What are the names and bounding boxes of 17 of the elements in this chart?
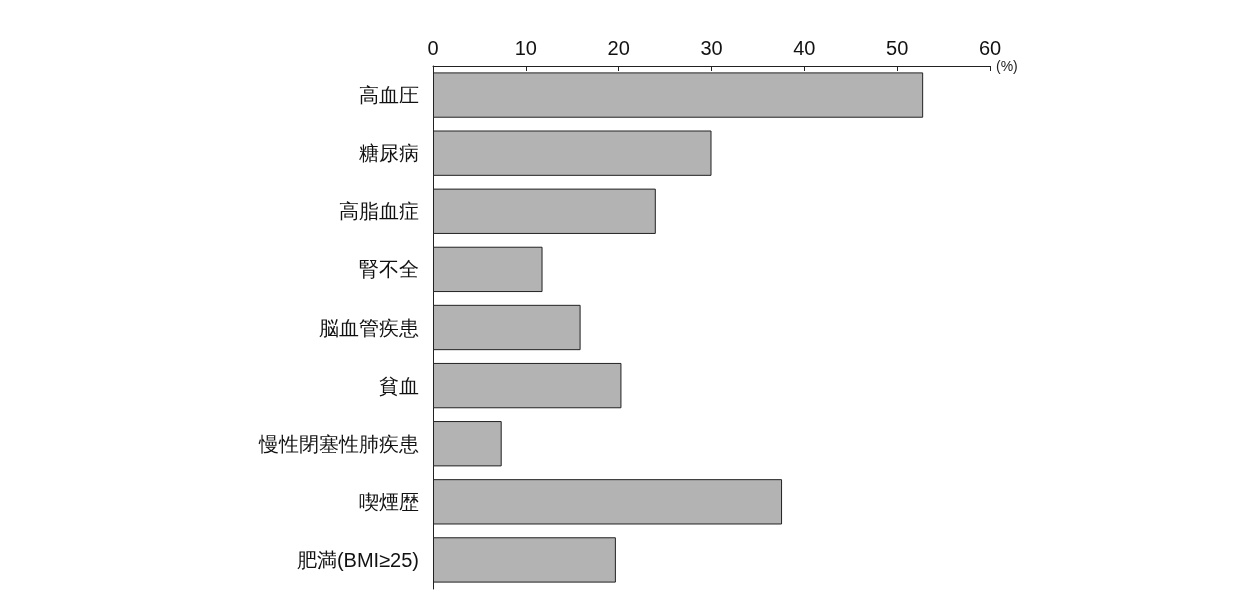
y-tick-label: 貧血 <box>379 374 419 397</box>
y-tick-label: 腎不全 <box>359 258 419 281</box>
y-tick-label: 喫煙歴 <box>359 490 419 513</box>
x-axis-title: (%) <box>996 58 1018 74</box>
y-tick-label: 高血圧 <box>359 84 419 107</box>
x-tick-label: 20 <box>607 37 630 59</box>
y-tick-label: 肥満(BMI≥25) <box>296 548 419 571</box>
x-tick-label: 10 <box>514 37 537 59</box>
y-tick-label: 糖尿病 <box>359 142 419 165</box>
x-tick-label: 30 <box>700 37 723 59</box>
x-tick-label: 50 <box>886 37 909 59</box>
x-tick-label: 60 <box>978 37 1002 59</box>
x-tick-label: 0 <box>427 37 439 59</box>
x-tick-label: 40 <box>793 37 816 59</box>
y-tick-label: 慢性閉塞性肺疾患 <box>258 432 419 455</box>
y-tick-label: 脳血管疾患 <box>319 316 419 339</box>
y-tick-label: 高脂血症 <box>339 200 419 223</box>
